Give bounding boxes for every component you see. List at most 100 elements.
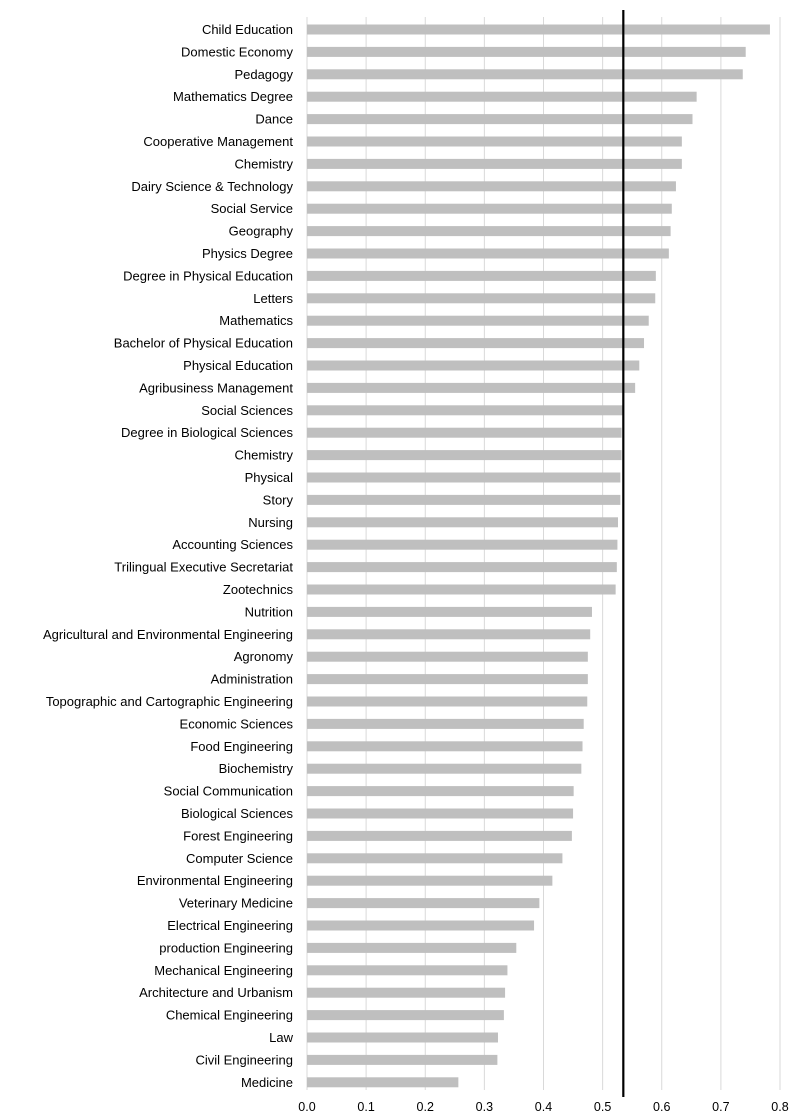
bar — [307, 24, 770, 35]
category-label: Administration — [211, 672, 293, 687]
bar — [307, 562, 617, 573]
category-labels: Child Education Domestic Economy Pedagogy M… — [43, 22, 294, 1090]
category-label: Physical — [245, 470, 294, 485]
category-label: Civil Engineering — [195, 1052, 293, 1067]
bar — [307, 718, 584, 729]
category-label: Physics Degree — [202, 246, 293, 261]
category-label: Physical Education — [183, 358, 293, 373]
bar — [307, 830, 572, 841]
category-label: Letters — [253, 291, 293, 306]
bar — [307, 203, 672, 214]
bar — [307, 315, 649, 326]
bar — [307, 181, 676, 192]
bar — [307, 517, 618, 528]
bar — [307, 741, 583, 752]
x-tick-label: 0.4 — [535, 1100, 552, 1114]
category-label: Food Engineering — [190, 739, 293, 754]
bar — [307, 1054, 498, 1065]
bar — [307, 46, 746, 57]
bar — [307, 651, 588, 662]
category-label: Topographic and Cartographic Engineering — [46, 694, 293, 709]
category-label: Nutrition — [245, 604, 293, 619]
category-label: Forest Engineering — [183, 828, 293, 843]
x-tick-label: 0.0 — [298, 1100, 315, 1114]
bar — [307, 942, 517, 953]
x-tick-label: 0.5 — [594, 1100, 611, 1114]
category-label: Social Sciences — [201, 403, 293, 418]
bar — [307, 1010, 504, 1021]
bar — [307, 338, 645, 349]
bar — [307, 584, 616, 595]
category-label: Degree in Physical Education — [123, 268, 293, 283]
category-label: Chemical Engineering — [166, 1008, 293, 1023]
bar — [307, 1077, 459, 1088]
category-label: Story — [263, 492, 294, 507]
category-label: Mathematics Degree — [173, 89, 293, 104]
bar — [307, 696, 588, 707]
bar — [307, 114, 693, 125]
x-tick-label: 0.7 — [712, 1100, 729, 1114]
bar — [307, 136, 682, 147]
category-label: Architecture and Urbanism — [139, 985, 293, 1000]
category-label: Domestic Economy — [181, 44, 293, 59]
category-label: Social Service — [211, 201, 293, 216]
bar — [307, 360, 640, 371]
category-label: Mechanical Engineering — [154, 963, 293, 978]
bar — [307, 158, 682, 169]
category-label: Law — [269, 1030, 293, 1045]
bar — [307, 450, 622, 461]
category-label: Chemistry — [234, 156, 293, 171]
category-label: Agribusiness Management — [139, 380, 293, 395]
category-label: Nursing — [248, 515, 293, 530]
bar — [307, 987, 506, 998]
category-label: Economic Sciences — [180, 716, 294, 731]
bar — [307, 293, 656, 304]
category-label: Medicine — [241, 1075, 293, 1090]
category-label: Social Communication — [164, 784, 293, 799]
category-label: Accounting Sciences — [172, 537, 293, 552]
bar — [307, 226, 671, 237]
category-label: Chemistry — [234, 448, 293, 463]
category-label: Mathematics — [219, 313, 293, 328]
bar — [307, 91, 697, 102]
bar — [307, 270, 656, 281]
category-label: Environmental Engineering — [137, 873, 293, 888]
bar — [307, 808, 574, 819]
category-label: Bachelor of Physical Education — [114, 336, 293, 351]
bar — [307, 427, 622, 438]
bar — [307, 539, 618, 550]
bar — [307, 763, 582, 774]
bar — [307, 1032, 498, 1043]
bar — [307, 606, 592, 617]
x-tick-label: 0.6 — [653, 1100, 670, 1114]
bars — [307, 24, 770, 1088]
bar — [307, 69, 743, 80]
bar — [307, 382, 636, 393]
bar — [307, 494, 621, 505]
bar — [307, 674, 588, 685]
x-tick-label: 0.2 — [417, 1100, 434, 1114]
bar — [307, 965, 508, 976]
x-tick-label: 0.8 — [771, 1100, 788, 1114]
category-label: Cooperative Management — [143, 134, 293, 149]
category-label: Child Education — [202, 22, 293, 37]
category-label: Zootechnics — [223, 582, 294, 597]
category-label: Trilingual Executive Secretariat — [114, 560, 293, 575]
category-label: Veterinary Medicine — [179, 896, 293, 911]
x-tick-labels: 0.0 0.1 0.2 0.3 0.4 0.5 0.6 0.7 0.8 — [298, 1100, 788, 1114]
x-tick-label: 0.3 — [476, 1100, 493, 1114]
bar — [307, 898, 540, 909]
category-label: Geography — [229, 224, 294, 239]
category-label: Pedagogy — [234, 67, 293, 82]
bar — [307, 472, 621, 483]
category-label: Computer Science — [186, 851, 293, 866]
category-label: production Engineering — [159, 940, 293, 955]
bar — [307, 629, 591, 640]
bar — [307, 875, 553, 886]
bar — [307, 853, 563, 864]
bar — [307, 405, 623, 416]
category-label: Electrical Engineering — [167, 918, 293, 933]
category-label: Biochemistry — [219, 761, 294, 776]
bar — [307, 786, 574, 797]
